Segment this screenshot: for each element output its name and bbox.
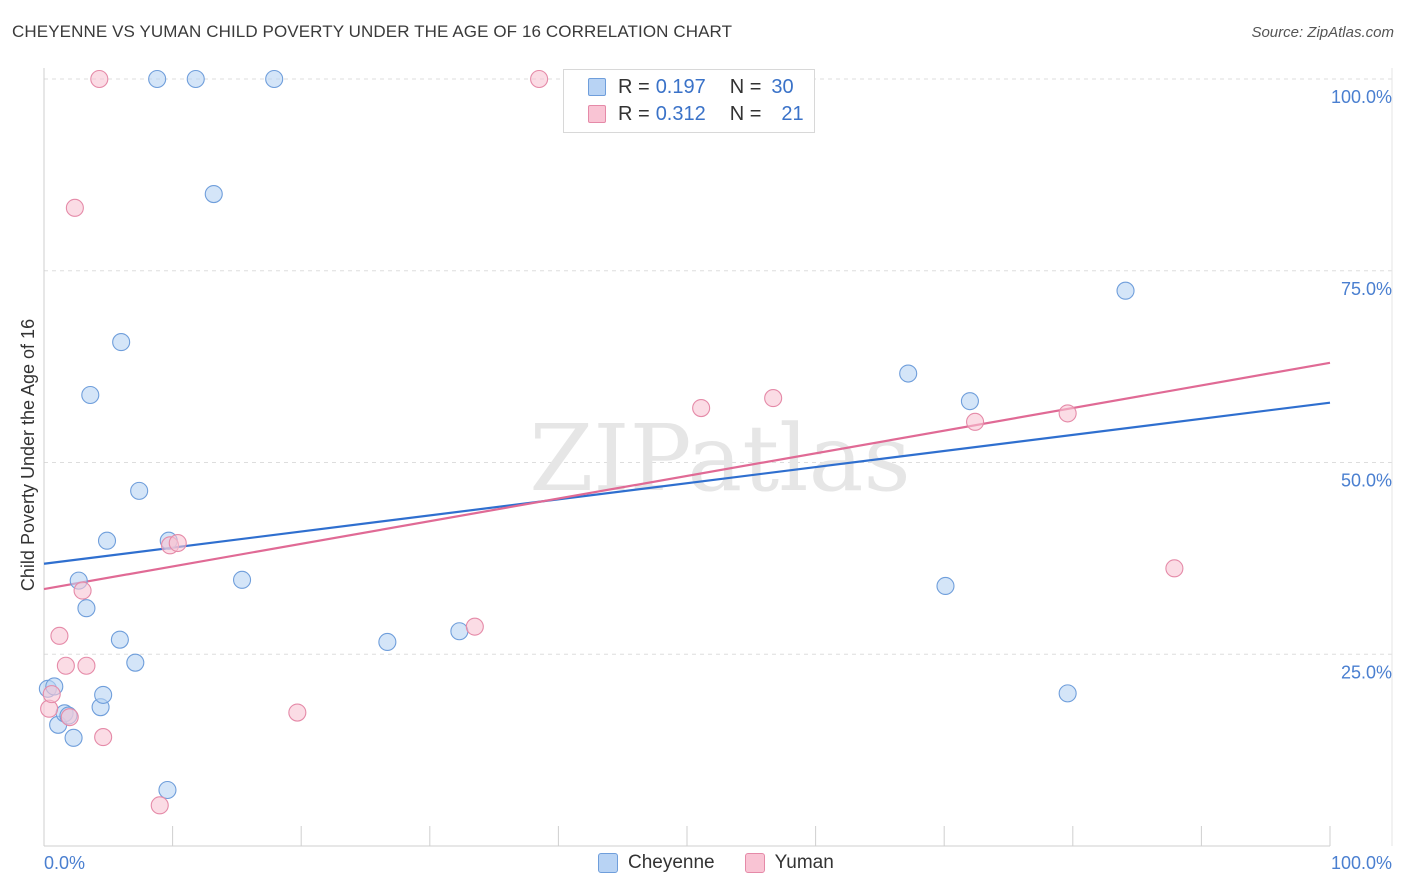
cheyenne-point — [960, 392, 979, 411]
legend-item-cheyenne: Cheyenne — [598, 852, 715, 874]
yuman-point — [1058, 404, 1077, 423]
legend-label: Cheyenne — [628, 852, 715, 873]
cheyenne-point — [1116, 281, 1135, 300]
yuman-point — [56, 656, 75, 675]
cheyenne-point — [378, 632, 397, 652]
y-axis-label: Child Poverty Under the Age of 16 — [18, 319, 38, 591]
n-value: 21 — [781, 102, 804, 125]
x-tick-label: 0.0% — [44, 853, 85, 873]
yuman-point — [60, 708, 79, 727]
chart-title: CHEYENNE VS YUMAN CHILD POVERTY UNDER TH… — [12, 22, 733, 41]
y-tick-labels: 25.0% 50.0% 75.0% 100.0% — [1331, 87, 1392, 682]
yuman-point — [288, 703, 307, 722]
cheyenne-point — [186, 69, 205, 89]
cheyenne-swatch — [588, 78, 606, 96]
n-label: N = — [729, 75, 762, 98]
cheyenne-point — [77, 599, 96, 618]
cheyenne-swatch — [598, 853, 618, 873]
legend-label: Yuman — [774, 852, 834, 873]
yuman-trend-line — [43, 361, 1331, 591]
data-points — [38, 69, 1184, 815]
n-label: N = — [729, 102, 762, 125]
stats-legend: R = 0.197 N = 30 R = 0.312 N = 21 — [563, 69, 815, 133]
r-value: 0.312 — [655, 102, 706, 125]
yuman-point — [77, 656, 96, 675]
yuman-point — [73, 581, 92, 600]
cheyenne-point — [81, 385, 100, 405]
legend-item-yuman: Yuman — [744, 852, 834, 874]
yuman-point — [42, 685, 61, 704]
r-label: R = — [618, 75, 650, 98]
axes — [43, 68, 1393, 847]
r-value: 0.197 — [655, 75, 706, 98]
cheyenne-point — [1058, 684, 1077, 703]
n-value: 30 — [771, 75, 794, 98]
y-tick-label: 25.0% — [1341, 662, 1392, 682]
r-label: R = — [618, 102, 650, 125]
x-tick-label: 100.0% — [1331, 853, 1392, 873]
cheyenne-point — [936, 576, 955, 596]
legend-row-yuman: R = 0.312 N = 21 — [588, 102, 804, 126]
cheyenne-point — [204, 185, 223, 204]
x-tick-labels: 0.0% 100.0% — [44, 853, 1392, 873]
yuman-point — [168, 533, 187, 553]
y-tick-label: 75.0% — [1341, 279, 1392, 299]
cheyenne-trend-line — [43, 401, 1331, 565]
yuman-point — [692, 398, 711, 418]
cheyenne-point — [97, 531, 117, 550]
cheyenne-point — [899, 364, 918, 383]
yuman-point — [94, 728, 113, 747]
series-legend: Cheyenne Yuman — [598, 852, 864, 874]
yuman-point — [530, 69, 549, 89]
yuman-point — [764, 389, 783, 408]
cheyenne-point — [450, 622, 469, 641]
yuman-point — [150, 796, 169, 815]
cheyenne-point — [94, 685, 113, 704]
yuman-swatch — [744, 853, 765, 873]
yuman-point — [1165, 559, 1184, 578]
cheyenne-point — [265, 69, 284, 89]
yuman-point — [966, 412, 985, 431]
cheyenne-point — [232, 570, 252, 589]
yuman-point — [50, 626, 69, 645]
cheyenne-point — [130, 481, 149, 500]
yuman-point — [65, 198, 84, 217]
grid-lines — [44, 78, 1392, 655]
cheyenne-point — [112, 333, 131, 352]
yuman-point — [465, 617, 484, 636]
y-tick-label: 50.0% — [1341, 471, 1392, 491]
cheyenne-point — [110, 630, 129, 649]
cheyenne-point — [158, 780, 177, 800]
cheyenne-point — [148, 69, 167, 89]
trend-lines — [43, 361, 1331, 591]
y-tick-label: 100.0% — [1331, 87, 1392, 107]
yuman-swatch — [588, 105, 606, 123]
cheyenne-point — [64, 728, 83, 747]
source-attribution: Source: ZipAtlas.com — [1251, 24, 1394, 41]
yuman-point — [90, 69, 109, 89]
cheyenne-point — [126, 653, 145, 672]
legend-row-cheyenne: R = 0.197 N = 30 — [588, 75, 794, 99]
